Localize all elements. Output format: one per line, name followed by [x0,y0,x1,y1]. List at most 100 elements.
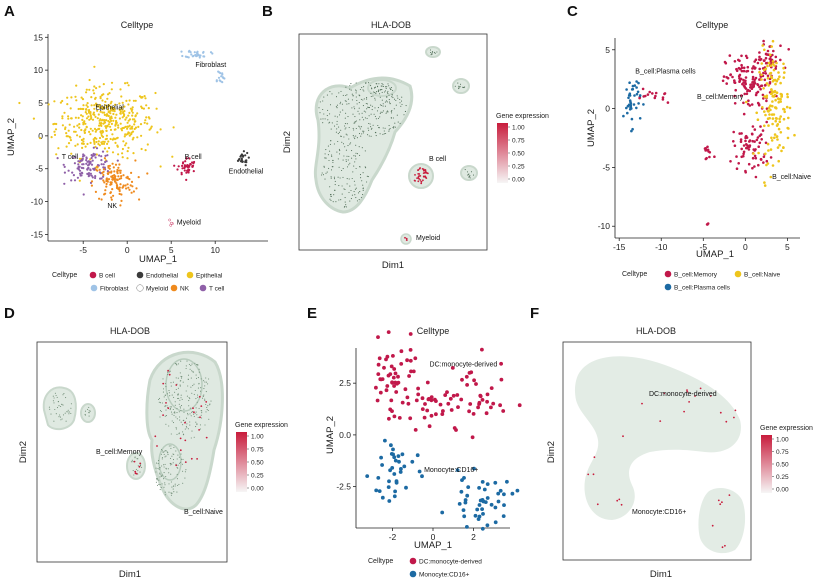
cell-point [361,147,363,149]
data-point [392,414,397,419]
panel-d: D HLA-DOB B_cell:Memory B_cell:Naive Dim… [4,305,288,580]
cell-point [347,159,349,161]
cell-point [187,374,190,376]
data-point [97,164,100,167]
cell-point [342,176,344,178]
expression-point [417,169,420,171]
cell-point [350,189,352,192]
y-tick-label: 5 [38,98,43,108]
data-point [121,101,124,104]
data-point [106,108,110,111]
data-point [74,116,77,119]
data-point [396,374,400,379]
expression-point [721,546,724,549]
data-point [186,164,189,167]
cell-point [430,54,432,56]
data-point [455,468,460,472]
x-tick-label: 5 [785,242,790,252]
cell-point [192,385,194,387]
cell-point [191,411,193,414]
cell-point [55,413,57,415]
data-point [398,470,403,474]
panel-c-ylabel: UMAP_2 [586,109,597,147]
data-point [100,159,103,162]
data-point [122,174,125,177]
cell-point [168,483,170,485]
data-point [124,125,127,128]
x-tick-label: 5 [169,245,174,255]
cell-point [172,459,175,461]
cell-point [342,159,344,161]
data-point [66,103,69,106]
data-point [109,109,112,112]
data-point [758,55,761,59]
data-point [185,157,188,160]
cell-point [165,399,167,401]
cell-point [392,97,394,99]
cell-point [364,166,366,168]
data-point [78,179,81,182]
data-point [769,64,773,67]
cell-point [374,131,376,133]
cell-point [163,464,165,466]
cell-point [371,109,373,111]
data-point [76,134,79,137]
data-point [390,380,395,385]
data-point [778,120,782,123]
expression-point [592,473,595,476]
data-point [756,61,760,65]
data-point [131,185,134,188]
data-point [85,159,88,162]
data-point [237,159,240,162]
cell-point [164,494,166,496]
data-point [117,175,120,178]
data-point [505,479,509,484]
data-point [96,109,99,112]
cell-point [176,491,178,493]
data-point [130,109,133,112]
cell-point [349,143,351,145]
cell-point [189,413,191,415]
data-point [181,167,184,170]
cell-point [158,483,160,485]
cell-point [203,388,205,390]
cell-point [204,400,206,402]
data-point [50,136,53,139]
cell-point [327,109,329,111]
colorbar-tick-label: 0.00 [776,487,789,494]
cell-point [184,428,186,430]
cell-point [358,146,360,148]
data-point [98,122,101,125]
cell-point [342,168,344,170]
cell-point [180,360,182,362]
data-point [199,54,202,57]
cell-point [354,121,356,123]
data-point [144,97,147,100]
cell-point [163,396,165,398]
data-point [732,130,735,134]
data-point [405,395,410,400]
panel-e: E Celltype -2 0 2-2.50.02.5 DC:monocyte-de… [307,305,522,579]
cell-point [167,468,169,470]
data-point [626,111,629,115]
data-point [98,124,101,127]
cell-point [362,99,364,101]
cell-point [366,103,368,105]
data-point [394,479,399,484]
data-point [502,492,506,497]
data-point [47,103,50,106]
cluster-label: DC:monocyte-derived [430,362,498,369]
legend-label: Monocyte:CD16+ [419,572,470,579]
data-point [75,99,78,102]
cell-point [345,159,347,161]
data-point [132,136,135,139]
data-point [485,392,490,397]
data-point [134,126,138,129]
data-point [93,104,96,107]
cell-point [165,450,167,452]
data-point [244,164,247,167]
cell-point [374,107,376,109]
data-point [109,116,112,119]
x-tick-label: 0 [431,532,436,542]
